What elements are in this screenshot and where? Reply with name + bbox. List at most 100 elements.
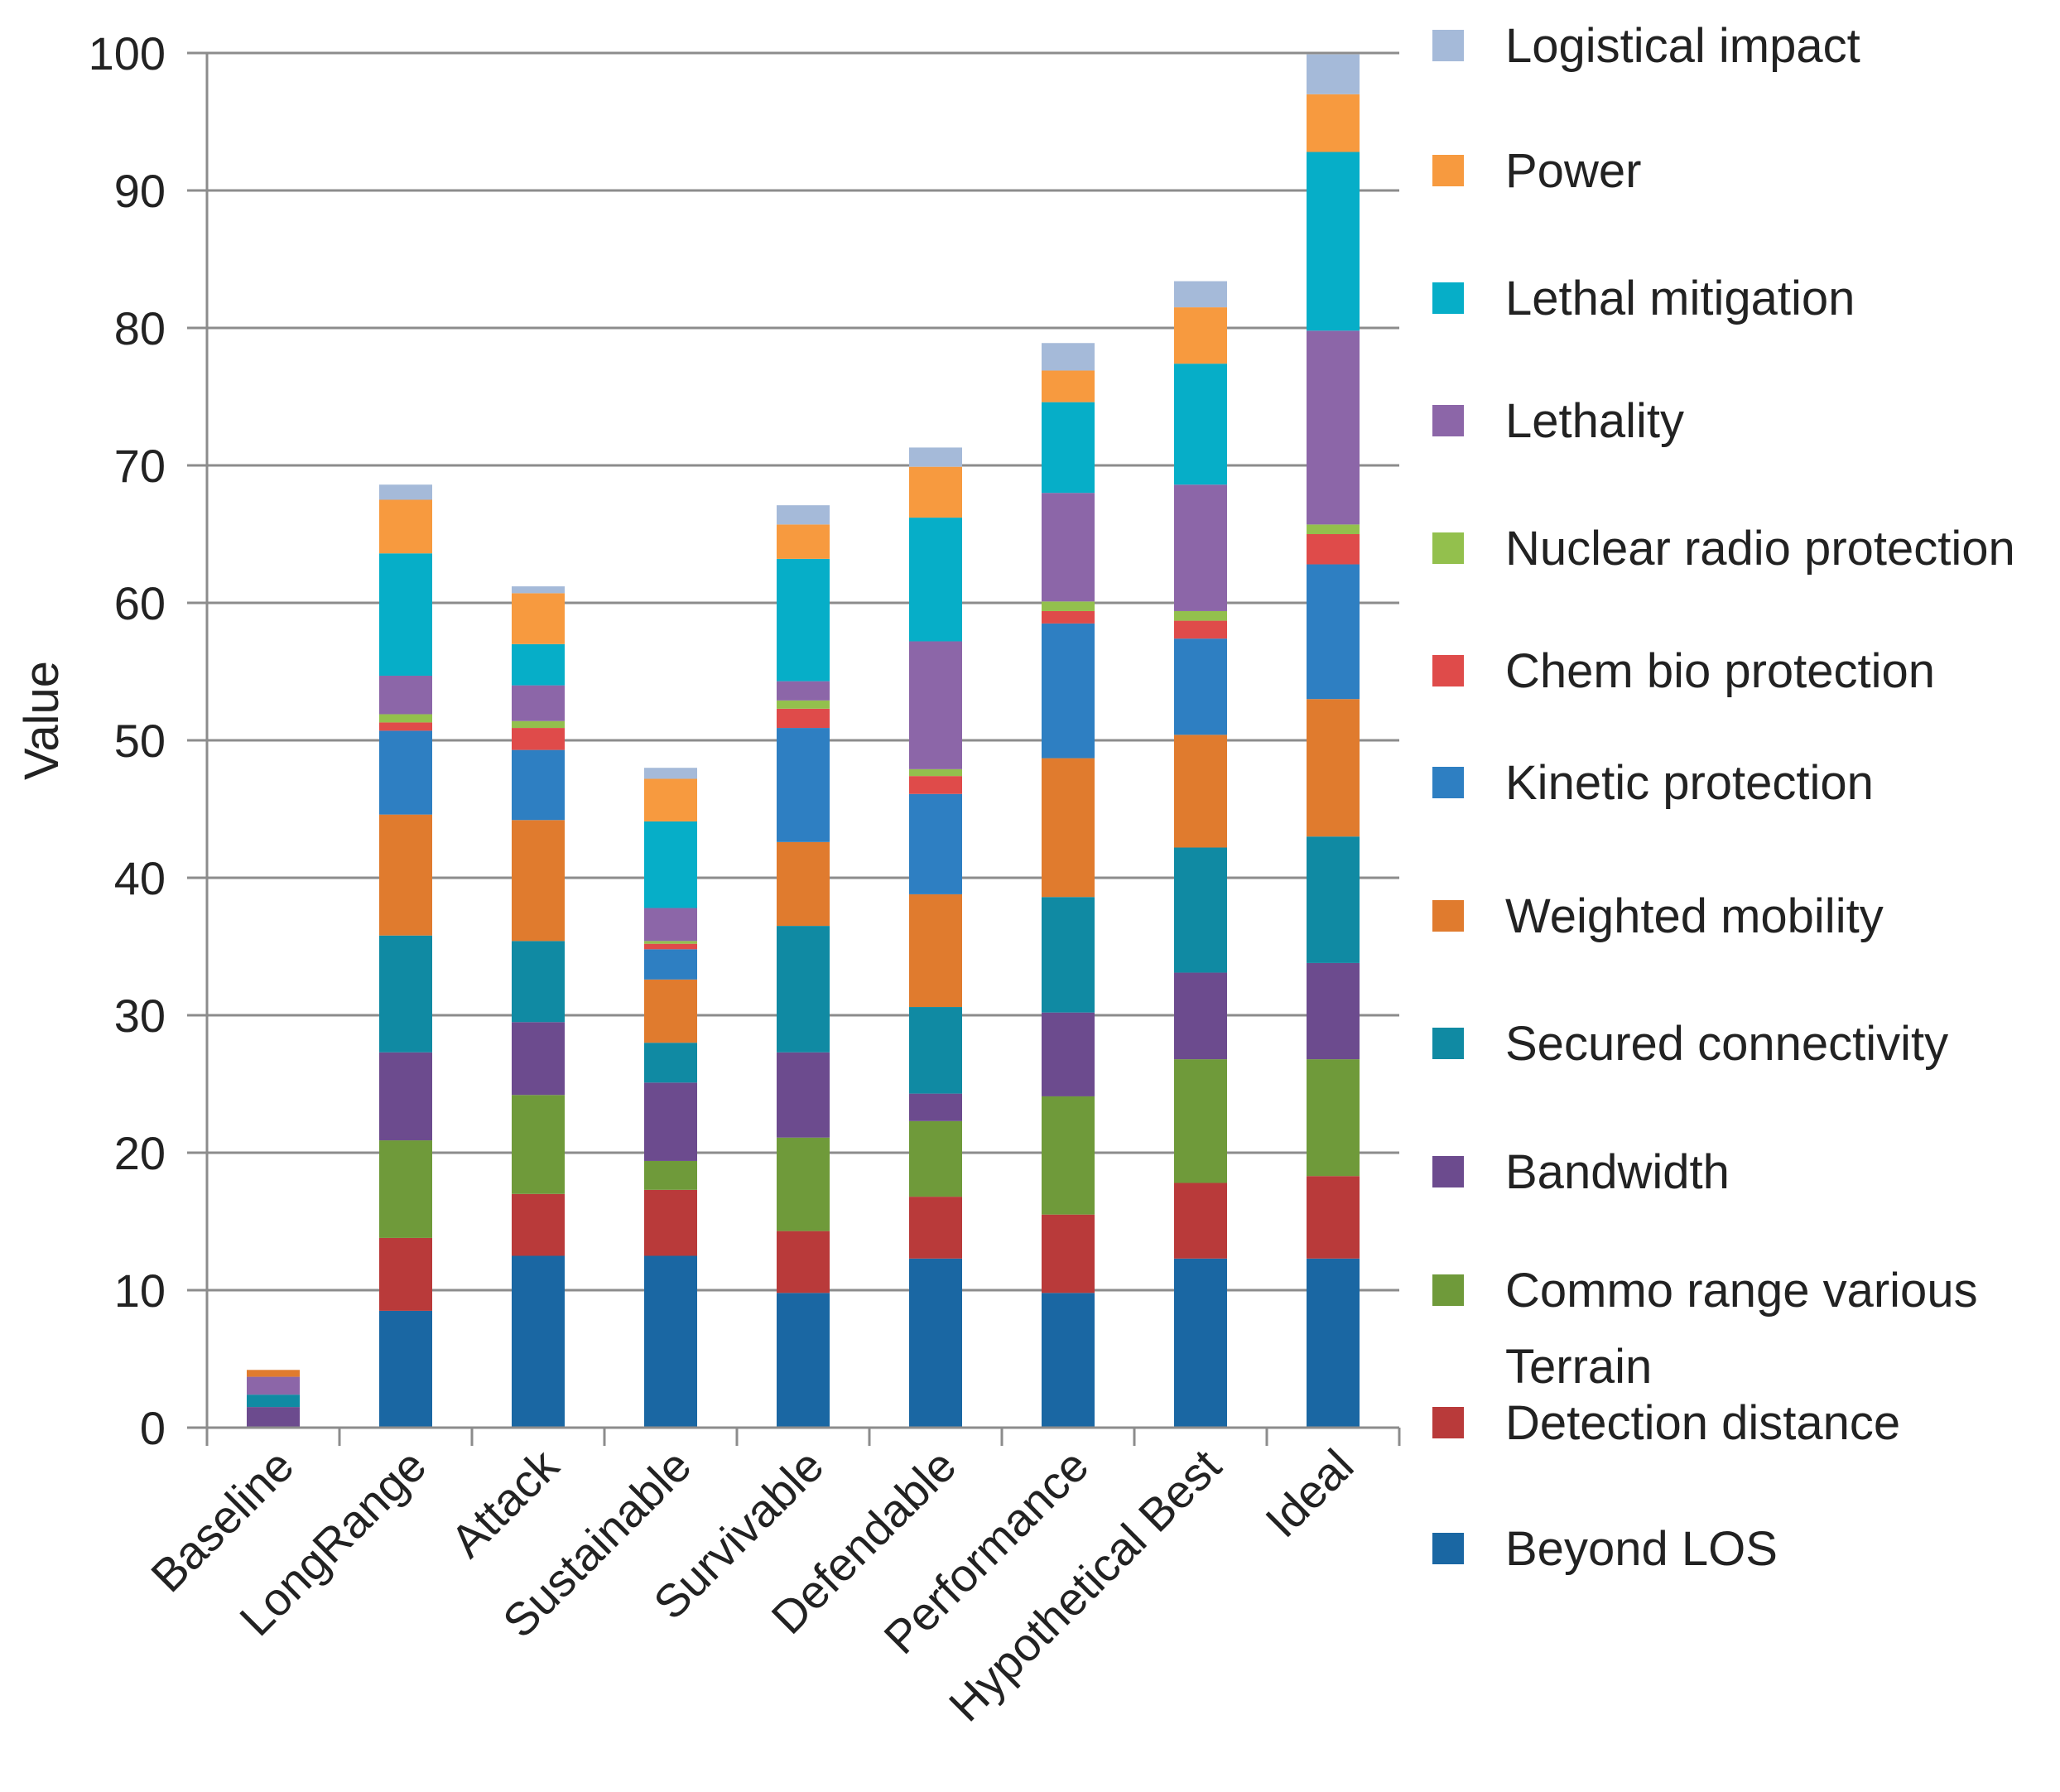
bar-segment-lethality — [777, 681, 830, 701]
y-axis-ticks: 0 10 20 30 40 50 60 70 80 90 100 — [89, 27, 207, 1454]
bar-segment-power — [1307, 94, 1360, 152]
bar-segment-nuclear-radio-protection — [379, 714, 432, 723]
legend-item-commo-range-various: Commo range various — [1432, 1253, 1978, 1327]
x-tick-label: Attack — [440, 1438, 569, 1567]
bar-segment-terrain-detection-distance — [777, 1231, 830, 1293]
legend-item-detection-distance: Detection distance — [1432, 1385, 1900, 1460]
bar-segment-lethality — [1307, 330, 1360, 525]
bar-segment-nuclear-radio-protection — [777, 700, 830, 709]
y-tick-label: 0 — [140, 1402, 166, 1454]
bar-segment-secured-connectivity — [247, 1395, 300, 1408]
bar-stack-attack — [512, 586, 565, 1428]
bars — [247, 54, 1360, 1428]
bar-segment-secured-connectivity — [909, 1007, 962, 1094]
legend-item-lethal-mitigation: Lethal mitigation — [1432, 261, 1855, 335]
y-tick-label: 90 — [114, 165, 166, 217]
legend-item-terrain: Terrain — [1432, 1329, 1652, 1404]
bar-segment-weighted-mobility — [247, 1370, 300, 1377]
legend-label: Beyond LOS — [1505, 1521, 1778, 1576]
legend-label: Weighted mobility — [1505, 889, 1884, 943]
bar-segment-logistical-impact — [379, 484, 432, 500]
bar-segment-logistical-impact — [512, 586, 565, 594]
bar-segment-beyond-los — [512, 1255, 565, 1428]
bar-segment-lethal-mitigation — [644, 821, 697, 908]
bar-segment-power — [644, 778, 697, 821]
bar-segment-lethal-mitigation — [909, 518, 962, 642]
bar-segment-weighted-mobility — [909, 894, 962, 1008]
bar-segment-nuclear-radio-protection — [644, 941, 697, 944]
bar-segment-commo-range-various — [644, 1160, 697, 1190]
legend-item-logistical-impact: Logistical impact — [1432, 8, 1860, 83]
legend-swatch — [1432, 1156, 1464, 1187]
bar-segment-logistical-impact — [1042, 343, 1095, 371]
bar-segment-lethal-mitigation — [777, 558, 830, 682]
bar-segment-logistical-impact — [644, 768, 697, 779]
y-tick-label: 50 — [114, 715, 166, 767]
bar-segment-bandwidth — [379, 1052, 432, 1141]
bar-segment-bandwidth — [909, 1093, 962, 1121]
bar-segment-secured-connectivity — [379, 935, 432, 1053]
legend-label: Lethality — [1505, 393, 1685, 448]
legend-label: Secured connectivity — [1505, 1016, 1949, 1071]
bar-stack-hypothetical-best — [1174, 281, 1227, 1428]
bar-segment-weighted-mobility — [512, 820, 565, 942]
legend-item-kinetic-protection: Kinetic protection — [1432, 745, 1874, 820]
legend-label: Power — [1505, 143, 1642, 198]
bar-segment-weighted-mobility — [777, 841, 830, 927]
y-tick-label: 10 — [114, 1265, 166, 1317]
legend-item-weighted-mobility: Weighted mobility — [1432, 879, 1884, 953]
bar-segment-logistical-impact — [1174, 281, 1227, 308]
bar-segment-power — [1042, 370, 1095, 402]
legend-item-bandwidth: Bandwidth — [1432, 1134, 1730, 1209]
bar-segment-commo-range-various — [909, 1120, 962, 1197]
bar-segment-bandwidth — [777, 1052, 830, 1138]
bar-stack-defendable — [909, 447, 962, 1428]
legend-swatch — [1432, 1028, 1464, 1059]
bar-segment-lethality — [644, 908, 697, 942]
legend-swatch — [1432, 1533, 1464, 1564]
bar-segment-terrain-detection-distance — [909, 1197, 962, 1259]
bar-segment-chem-bio-protection — [777, 708, 830, 729]
bar-segment-kinetic-protection — [644, 949, 697, 980]
bar-segment-beyond-los — [1042, 1293, 1095, 1428]
bar-segment-commo-range-various — [1307, 1059, 1360, 1177]
bar-segment-chem-bio-protection — [1042, 610, 1095, 624]
bar-segment-beyond-los — [1307, 1258, 1360, 1428]
bar-segment-beyond-los — [379, 1310, 432, 1428]
legend-item-beyond-los: Beyond LOS — [1432, 1511, 1778, 1586]
bar-segment-nuclear-radio-protection — [1042, 601, 1095, 611]
bar-segment-power — [1174, 307, 1227, 364]
legend-label: Bandwidth — [1505, 1144, 1730, 1199]
legend-label: Kinetic protection — [1505, 755, 1874, 810]
bar-segment-nuclear-radio-protection — [512, 720, 565, 729]
bar-segment-bandwidth — [1174, 972, 1227, 1060]
bar-segment-commo-range-various — [777, 1137, 830, 1231]
bar-segment-kinetic-protection — [1307, 564, 1360, 700]
bar-segment-kinetic-protection — [512, 749, 565, 821]
bar-segment-terrain-detection-distance — [644, 1189, 697, 1256]
bar-segment-commo-range-various — [512, 1095, 565, 1194]
legend-label: Chem bio protection — [1505, 643, 1936, 698]
bar-segment-lethality — [1174, 484, 1227, 611]
bar-segment-kinetic-protection — [777, 728, 830, 842]
bar-segment-nuclear-radio-protection — [909, 768, 962, 777]
bar-segment-beyond-los — [1174, 1258, 1227, 1428]
bar-segment-weighted-mobility — [644, 979, 697, 1043]
bar-segment-lethality — [512, 685, 565, 721]
bar-segment-commo-range-various — [379, 1140, 432, 1238]
bar-segment-terrain-detection-distance — [1307, 1176, 1360, 1259]
bar-segment-bandwidth — [247, 1407, 300, 1428]
legend-swatch — [1432, 900, 1464, 932]
bar-stack-baseline — [247, 1370, 300, 1428]
legend-swatch — [1432, 1274, 1464, 1306]
bar-segment-power — [777, 524, 830, 559]
legend-label: Lethal mitigation — [1505, 271, 1855, 325]
bar-segment-power — [909, 466, 962, 518]
legend-swatch — [1432, 532, 1464, 564]
legend-label: Nuclear radio protection — [1505, 521, 2015, 576]
bar-segment-power — [379, 499, 432, 554]
bar-segment-kinetic-protection — [1042, 623, 1095, 759]
bar-segment-secured-connectivity — [1174, 847, 1227, 973]
bar-segment-lethality — [909, 641, 962, 769]
